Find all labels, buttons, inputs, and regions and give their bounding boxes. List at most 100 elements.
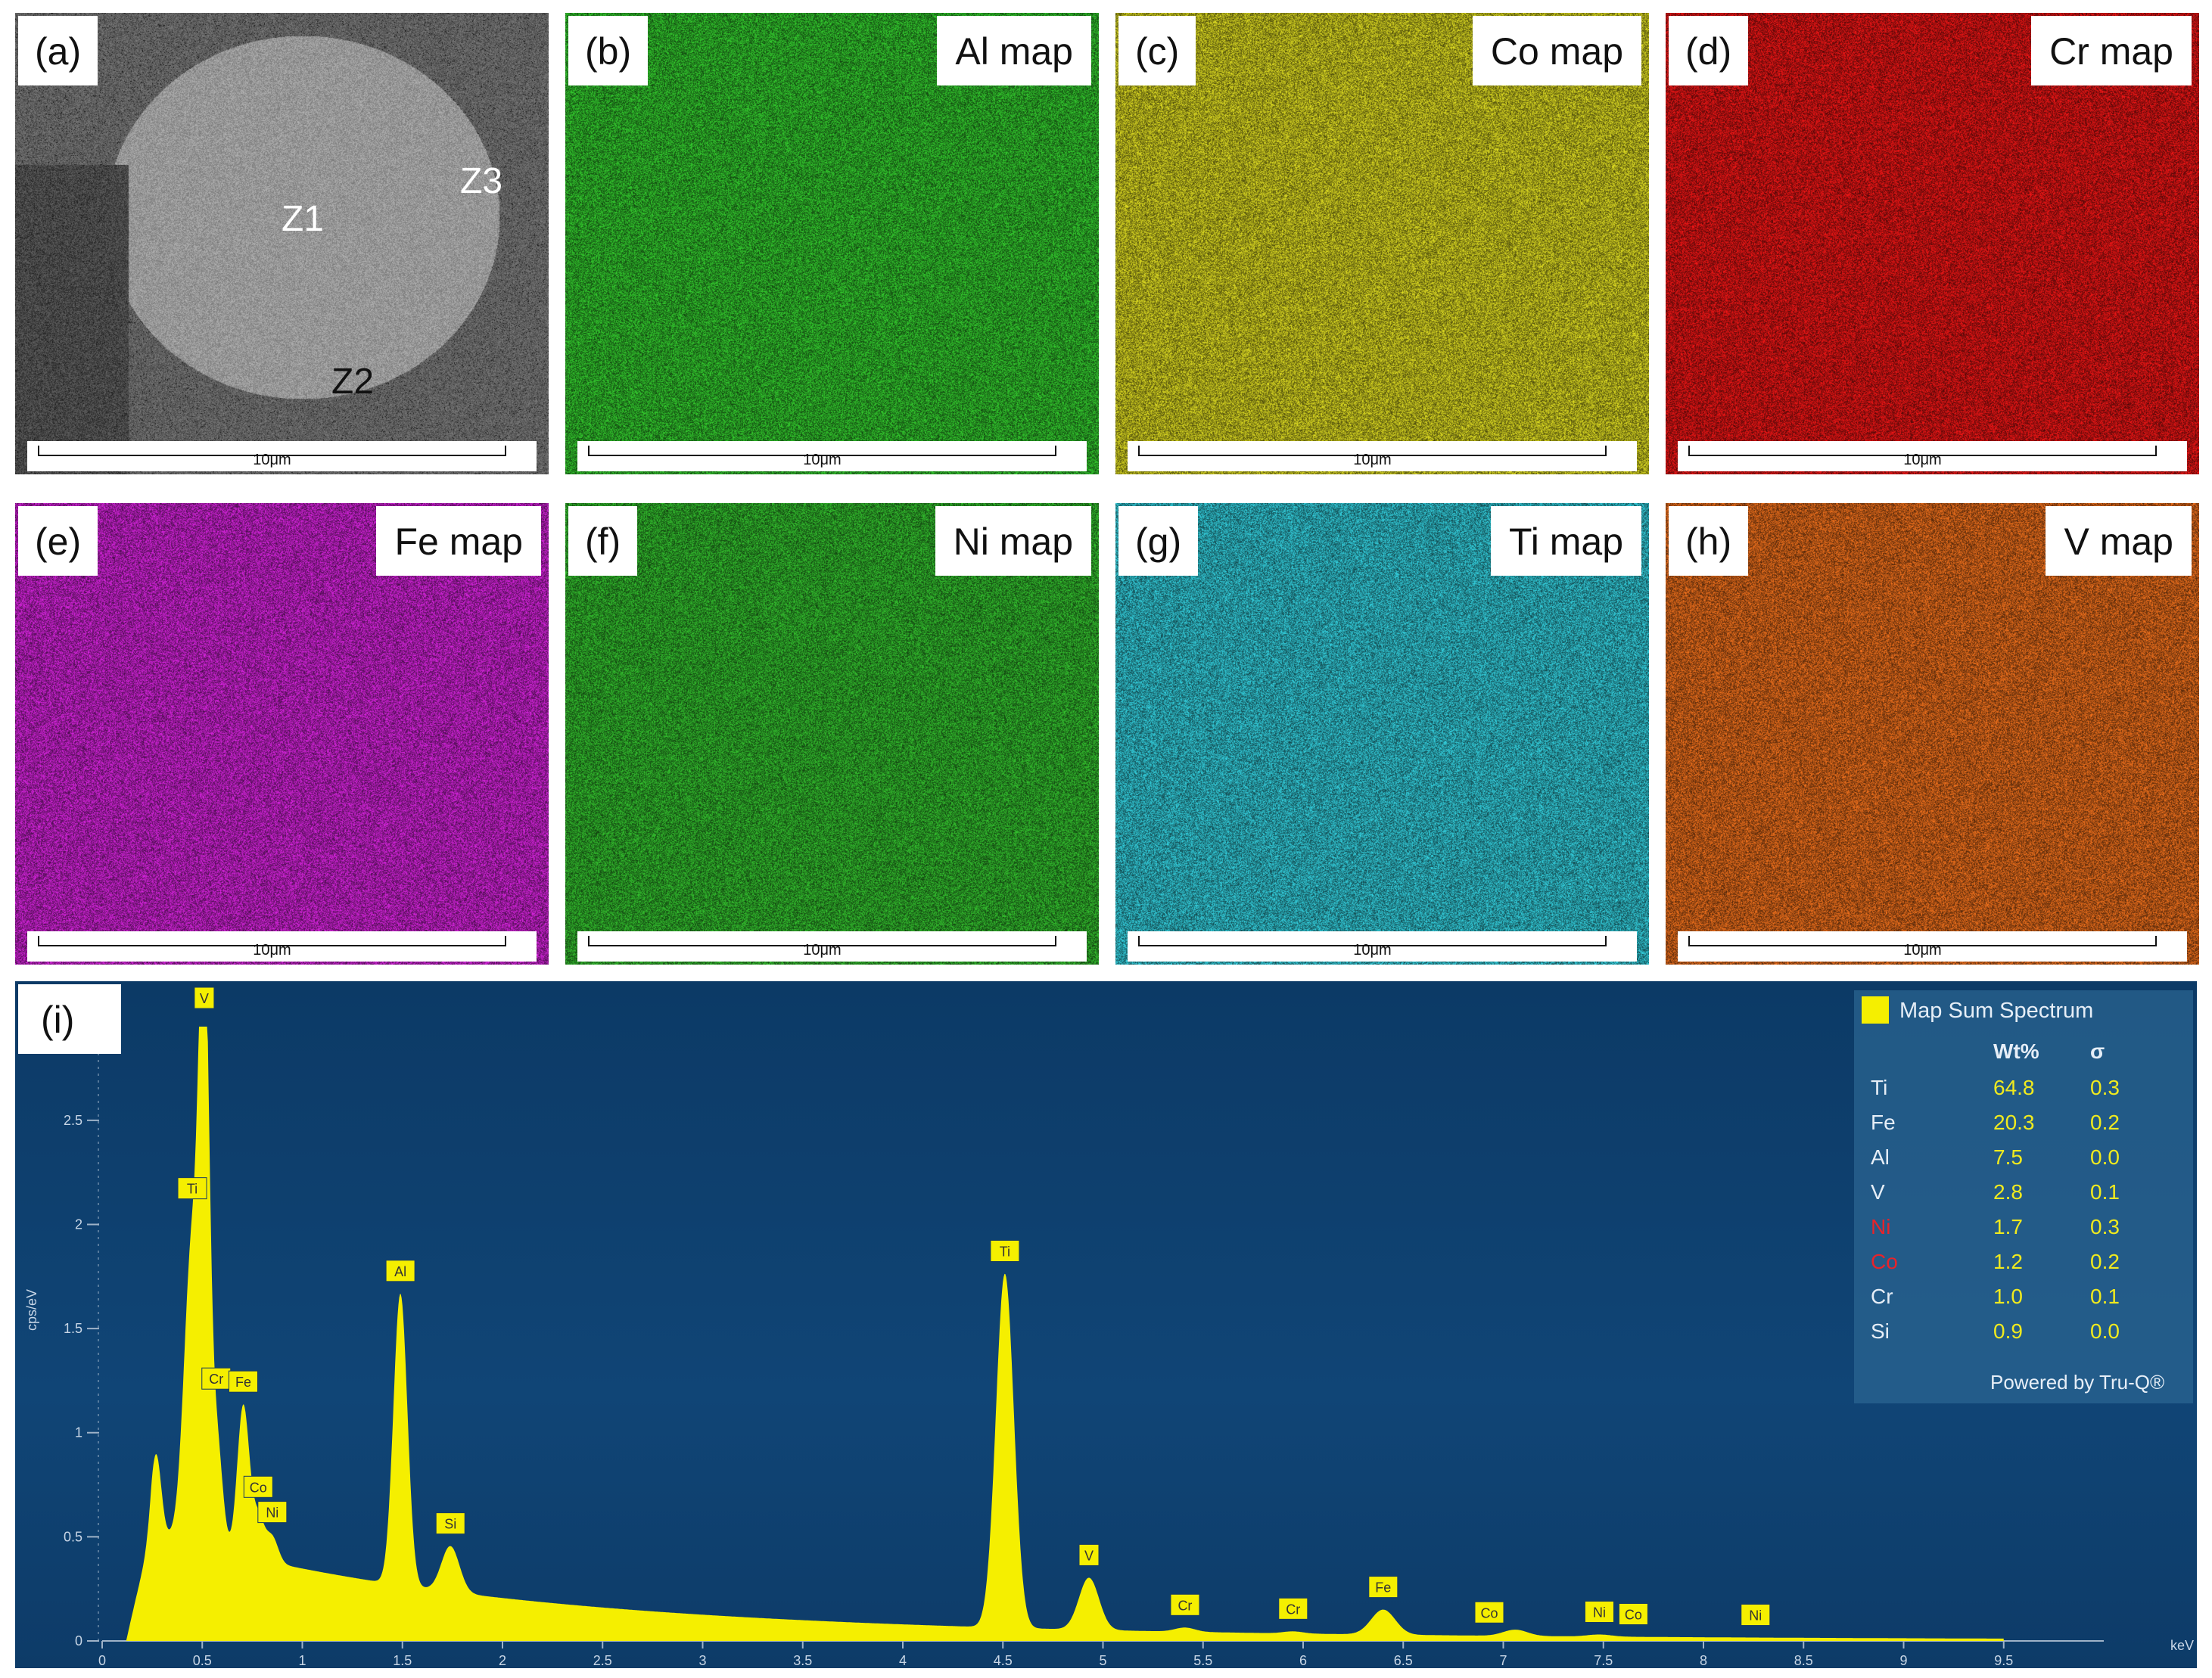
scale-bar: 10μm (1678, 441, 2187, 471)
y-tick-label: 1.5 (64, 1321, 82, 1336)
element-wt: 1.7 (1993, 1215, 2023, 1238)
v-element-map (1666, 503, 2199, 965)
legend-row: Ni 1.7 0.3 (1871, 1215, 2120, 1238)
panel-h-v-map: (h) V map 10μm (1666, 503, 2199, 965)
x-tick-label: 9.5 (1994, 1653, 2013, 1668)
peak-label-box (243, 1475, 273, 1498)
peak-label: Ni (257, 1501, 288, 1524)
x-tick-label: 4.5 (994, 1653, 1013, 1668)
y-tick-label: 2.5 (64, 1113, 82, 1128)
peak-label-text: Cr (209, 1372, 223, 1387)
peak-label-box (990, 1239, 1020, 1262)
y-tick-label: 1 (75, 1425, 82, 1440)
scale-bar: 10μm (27, 441, 537, 471)
peak-label-box (1474, 1601, 1504, 1624)
fe-element-map (15, 503, 549, 965)
map-title: V map (2046, 506, 2192, 576)
x-tick-label: 8.5 (1794, 1653, 1813, 1668)
table-head-sigma: σ (2090, 1039, 2105, 1063)
peak-label: Ti (990, 1239, 1020, 1262)
peak-label-box (1584, 1600, 1614, 1623)
peak-label-box (177, 1177, 207, 1200)
peak-label: Co (1618, 1603, 1648, 1626)
y-axis-label: cps/eV (24, 1289, 39, 1331)
map-title: Fe map (376, 506, 541, 576)
ni-element-map (565, 503, 1099, 965)
panel-a-sem-image: (a) Z1 Z2 Z3 10μm (15, 13, 549, 474)
peak-label: Ni (1584, 1600, 1614, 1623)
panel-i-eds-spectrum: 0 0.5 1 1.5 2 2.5 3 3.5 4 4.5 5 5.5 6 6.5 7 7.5 8 8.5 9 9.5… (15, 981, 2197, 1668)
legend-title: Map Sum Spectrum (1899, 999, 2093, 1023)
map-title: Ti map (1491, 506, 1641, 576)
element-sigma: 0.3 (2090, 1215, 2120, 1238)
x-tick-label: 0 (98, 1653, 106, 1668)
panel-label: (g) (1118, 506, 1199, 576)
x-tick-label: 9 (1899, 1653, 1907, 1668)
peak-label: V (194, 987, 215, 1009)
peak-label-box (1741, 1604, 1771, 1627)
peak-label: Al (385, 1260, 415, 1282)
panel-label: (c) (1118, 16, 1196, 85)
panel-i-label-box (18, 984, 121, 1054)
element-sigma: 0.0 (2090, 1319, 2120, 1343)
element-wt: 1.2 (1993, 1250, 2023, 1273)
peak-label-text: Ni (1593, 1605, 1606, 1620)
peak-label-text: Ni (1749, 1608, 1762, 1624)
peak-label-box (194, 987, 215, 1009)
sem-micrograph (15, 13, 549, 474)
legend-swatch (1862, 996, 1889, 1024)
y-tick-label: 0 (75, 1633, 82, 1648)
element-name: Al (1871, 1145, 1890, 1169)
y-tick-label: 2 (75, 1217, 82, 1232)
element-sigma: 0.1 (2090, 1285, 2120, 1308)
panel-label: (b) (568, 16, 649, 85)
x-tick-label: 8 (1700, 1653, 1707, 1668)
x-tick-label: 2 (499, 1653, 506, 1668)
element-sigma: 0.3 (2090, 1076, 2120, 1099)
peak-label-text: Co (1625, 1608, 1642, 1623)
cr-element-map (1666, 13, 2199, 474)
peak-label-box (1618, 1603, 1648, 1626)
peak-label-box (1278, 1597, 1308, 1620)
peak-label-text: Al (394, 1264, 406, 1279)
spectrum-plot: 0 0.5 1 1.5 2 2.5 3 3.5 4 4.5 5 5.5 6 6.5 7 7.5 8 8.5 9 9.5… (15, 981, 2197, 1668)
legend-row: Si 0.9 0.0 (1871, 1319, 2120, 1343)
element-wt: 64.8 (1993, 1076, 2035, 1099)
element-name: Cr (1871, 1285, 1893, 1308)
peak-label-text: Fe (1375, 1580, 1391, 1596)
element-sigma: 0.2 (2090, 1250, 2120, 1273)
peak-label-text: Ni (266, 1506, 278, 1521)
scale-bar: 10μm (1678, 931, 2187, 962)
x-tick-label: 5 (1099, 1653, 1106, 1668)
legend-table: Map Sum Spectrum Wt% σ Ti 64.8 0.3 Fe 20.3 0.… (1854, 990, 2193, 1403)
zone-z1-label: Z1 (282, 199, 325, 239)
peak-label-text: Cr (1286, 1602, 1300, 1617)
table-head-wt: Wt% (1993, 1039, 2039, 1063)
x-tick-label: 2.5 (593, 1653, 612, 1668)
co-element-map (1115, 13, 1649, 474)
legend-row: Al 7.5 0.0 (1871, 1145, 2120, 1169)
peak-label: Ti (177, 1177, 207, 1200)
panel-label: (h) (1669, 506, 1749, 576)
peak-label-text: Co (250, 1480, 267, 1495)
panel-label: (d) (1669, 16, 1749, 85)
peak-label-box (1170, 1593, 1200, 1616)
legend-row: Co 1.2 0.2 (1871, 1250, 2120, 1273)
x-tick-label: 7 (1499, 1653, 1507, 1668)
powered-by: Powered by Tru-Q® (1990, 1371, 2164, 1394)
map-title: Co map (1472, 16, 1641, 85)
element-wt: 20.3 (1993, 1111, 2035, 1134)
peak-label-box (257, 1501, 288, 1524)
peak-label-box (1078, 1543, 1100, 1566)
element-sigma: 0.1 (2090, 1180, 2120, 1204)
panel-g-ti-map: (g) Ti map 10μm (1115, 503, 1649, 965)
spectrum-curve (126, 1027, 2004, 1641)
panel-label: (e) (18, 506, 98, 576)
panel-c-co-map: (c) Co map 10μm (1115, 13, 1649, 474)
panel-f-ni-map: (f) Ni map 10μm (565, 503, 1099, 965)
legend-box (1854, 990, 2193, 1403)
ti-element-map (1115, 503, 1649, 965)
peak-label: Co (243, 1475, 273, 1498)
legend-row: V 2.8 0.1 (1871, 1180, 2120, 1204)
x-tick-label: 7.5 (1594, 1653, 1613, 1668)
